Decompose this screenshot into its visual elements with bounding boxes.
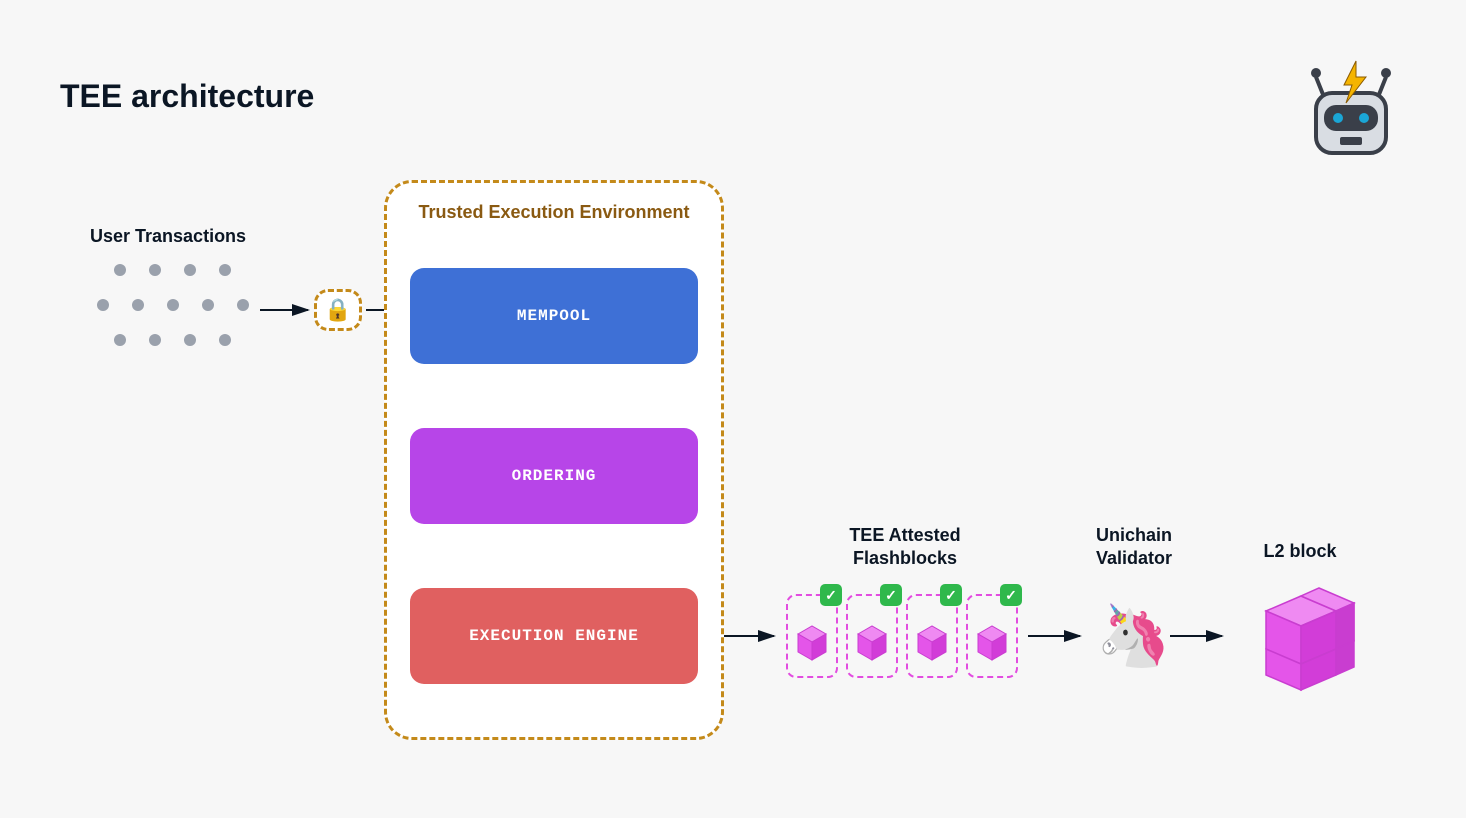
check-icon: ✓ — [1000, 584, 1022, 606]
lock-icon: 🔒 — [324, 297, 351, 323]
flashblocks-label: TEE AttestedFlashblocks — [820, 524, 990, 569]
tx-dot — [114, 334, 126, 346]
tx-dot — [149, 264, 161, 276]
flashblock-1 — [846, 594, 898, 678]
tx-dot — [97, 299, 109, 311]
tx-dot — [184, 264, 196, 276]
stage-mempool: MEMPOOL — [410, 268, 698, 364]
unichain-label: UnichainValidator — [1074, 524, 1194, 569]
check-icon: ✓ — [940, 584, 962, 606]
l2-block-label: L2 block — [1250, 540, 1350, 563]
flashblock-cube-icon — [908, 596, 960, 680]
tx-dot — [184, 334, 196, 346]
stage-ordering: ORDERING — [410, 428, 698, 524]
tx-dot — [167, 299, 179, 311]
tx-dot — [132, 299, 144, 311]
lock-bubble: 🔒 — [314, 289, 362, 331]
stage-mempool-label: MEMPOOL — [517, 307, 591, 325]
tx-dot — [202, 299, 214, 311]
unicorn-icon: 🦄 — [1096, 600, 1171, 671]
tx-dot — [237, 299, 249, 311]
flashblock-3 — [966, 594, 1018, 678]
tee-container-label: Trusted Execution Environment — [412, 202, 696, 223]
flashblock-cube-icon — [848, 596, 900, 680]
flashblock-0 — [786, 594, 838, 678]
check-icon: ✓ — [880, 584, 902, 606]
stage-execution-label: EXECUTION ENGINE — [469, 627, 639, 645]
tx-dot — [219, 264, 231, 276]
flashblock-cube-icon — [788, 596, 840, 680]
stage-execution-engine: EXECUTION ENGINE — [410, 588, 698, 684]
flashblock-cube-icon — [968, 596, 1020, 680]
tx-dot — [114, 264, 126, 276]
flashblock-2 — [906, 594, 958, 678]
tx-dot — [219, 334, 231, 346]
tx-dot — [149, 334, 161, 346]
check-icon: ✓ — [820, 584, 842, 606]
stage-ordering-label: ORDERING — [512, 467, 597, 485]
l2-block-cube-icon — [1246, 586, 1366, 696]
